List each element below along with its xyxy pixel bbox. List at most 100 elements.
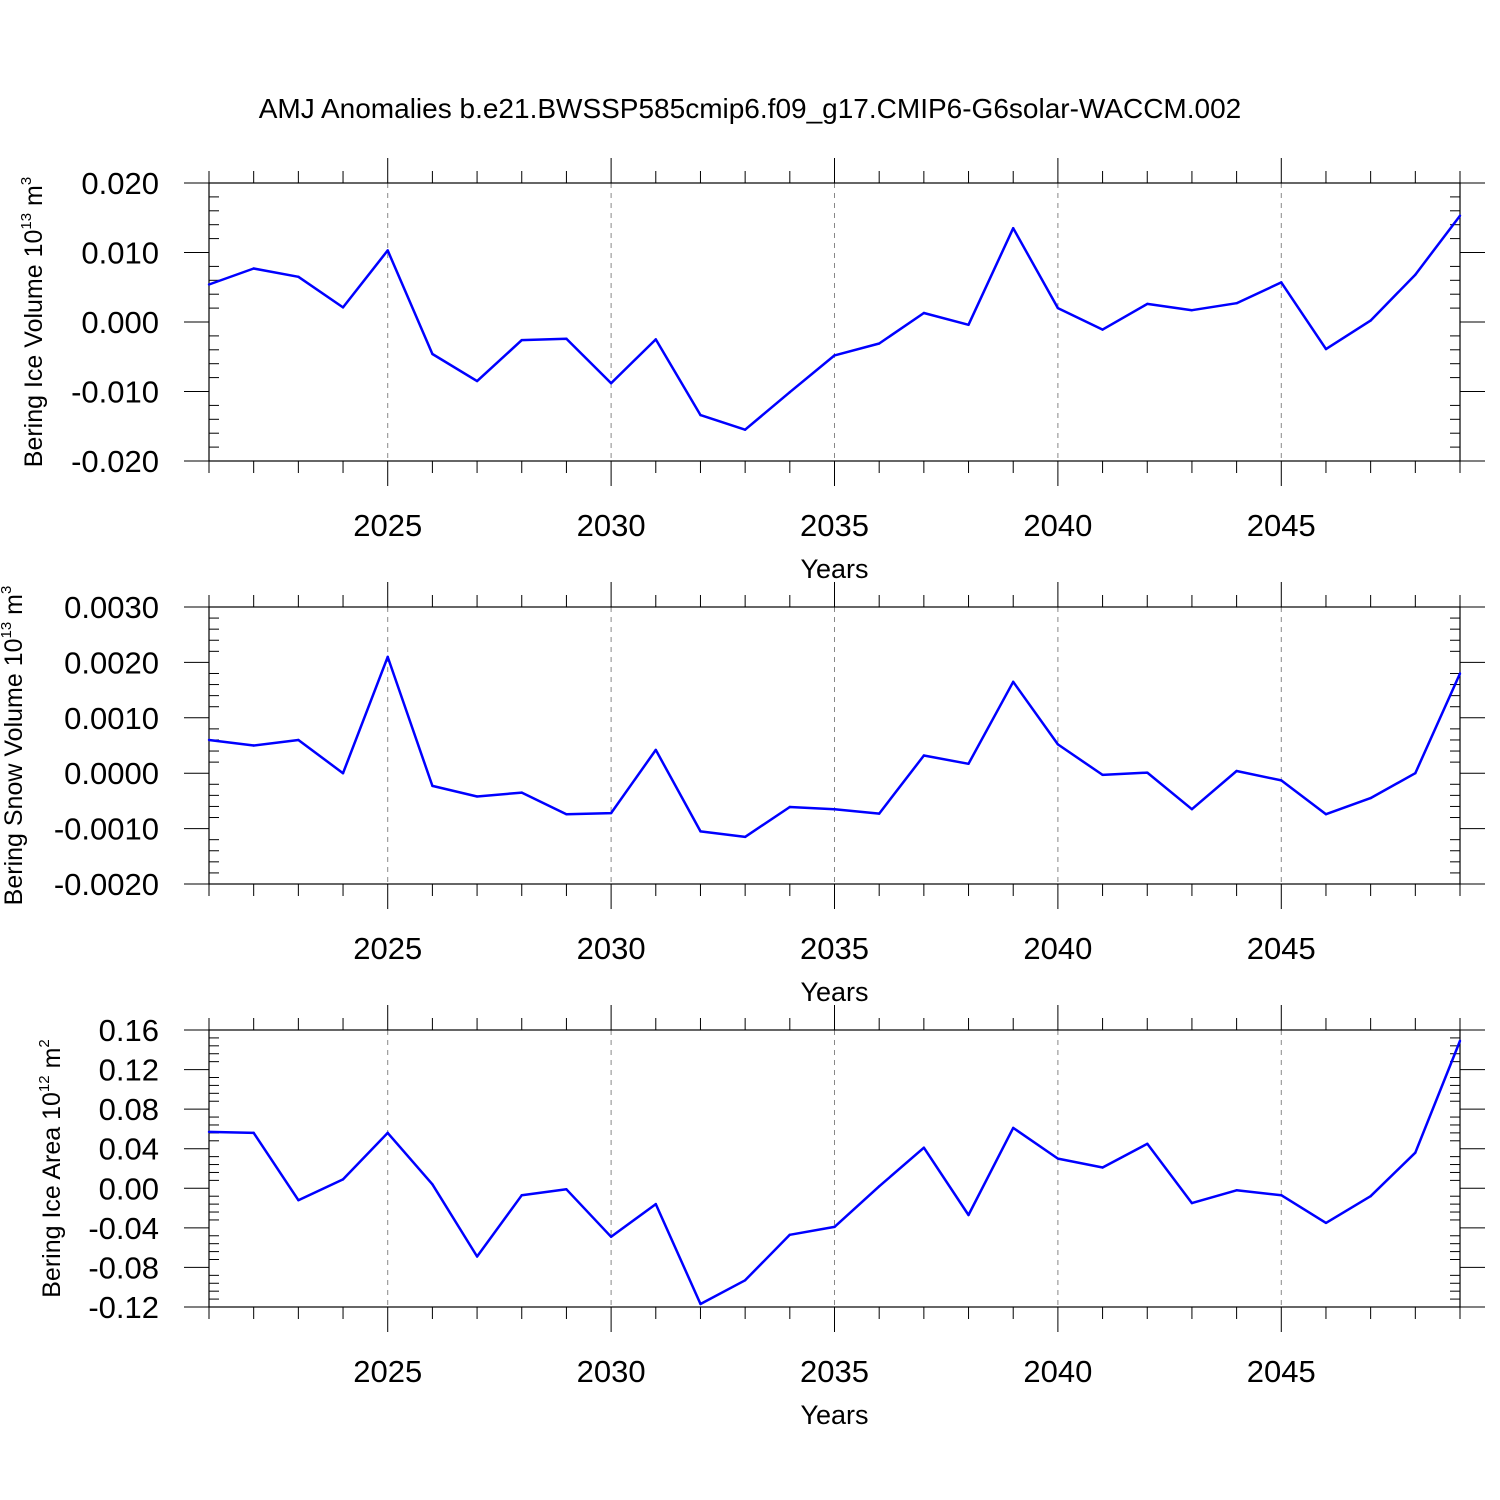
ice-volume-data-point: [1056, 306, 1060, 310]
snow-volume-xtick-label: 2025: [353, 931, 422, 966]
ice-volume-xtick-label: 2045: [1247, 508, 1316, 543]
chart-title: AMJ Anomalies b.e21.BWSSP585cmip6.f09_g1…: [259, 93, 1242, 124]
snow-volume-xlabel: Years: [800, 977, 868, 1007]
ice-area-data-point: [609, 1235, 613, 1238]
ice-volume-data-point: [297, 275, 300, 279]
snow-volume-ytick-label: 0.0010: [64, 701, 159, 736]
ice-volume-data-point: [654, 338, 657, 341]
ice-volume-xtick-label: 2040: [1023, 508, 1092, 543]
ice-volume-xtick-label: 2025: [353, 508, 422, 543]
ice-area-data-point: [475, 1255, 479, 1258]
snow-volume-panel: -0.0020 -0.0010 0.0000 0.0010 0.0020 0.0030 20…: [0, 582, 1485, 1007]
ice-volume-data-point: [1324, 347, 1328, 351]
snow-volume-data-point: [386, 655, 389, 659]
ice-volume-data-point: [967, 323, 970, 326]
ice-volume-data-point: [475, 379, 479, 383]
ice-area-data-point: [1146, 1142, 1149, 1145]
ice-area-ytick-label: -0.08: [88, 1250, 159, 1285]
snow-volume-data-point: [967, 762, 970, 765]
snow-volume-data-point: [1369, 796, 1372, 800]
snow-volume-xtick-label: 2035: [800, 931, 869, 966]
ice-volume-data-point: [520, 338, 523, 342]
ice-volume-ytick-label: 0.010: [81, 236, 159, 271]
snow-volume-data-point: [1458, 672, 1462, 675]
snow-volume-data-point: [1414, 772, 1417, 775]
ice-area-data-point: [743, 1279, 747, 1282]
snow-volume-xtick-label: 2045: [1247, 931, 1316, 966]
snow-volume-ytick-label: 0.0020: [64, 645, 159, 680]
snow-volume-data-point: [1012, 680, 1015, 683]
ice-volume-data-point: [1190, 308, 1194, 312]
ice-volume-xlabel: Years: [800, 554, 868, 584]
snow-volume-data-point: [475, 795, 479, 798]
ice-area-ylabel: Bering Ice Area 1012 m2: [36, 1039, 66, 1298]
snow-volume-data-point: [1056, 743, 1060, 746]
snow-volume-data-point: [877, 812, 881, 815]
ice-volume-data-point: [833, 354, 836, 357]
snow-volume-data-point: [654, 748, 657, 752]
snow-volume-data-point: [922, 754, 926, 757]
ice-area-data-point: [207, 1130, 211, 1134]
ice-volume-data-point: [922, 311, 926, 315]
snow-volume-ytick-label: -0.0020: [54, 867, 159, 902]
ice-volume-data-point: [1146, 302, 1149, 306]
snow-volume-data-point: [207, 738, 211, 742]
ice-volume-ytick-label: 0.000: [81, 305, 159, 340]
ice-area-xtick-label: 2045: [1247, 1354, 1316, 1389]
ice-volume-data-point: [1012, 226, 1015, 230]
ice-area-data-point: [788, 1233, 792, 1236]
ice-area-data-point: [1012, 1126, 1015, 1130]
snow-volume-data-point: [341, 772, 345, 775]
snow-volume-xtick-label: 2030: [577, 931, 646, 966]
ice-area-xlabel: Years: [800, 1400, 868, 1430]
ice-area-ytick-label: 0.12: [99, 1053, 159, 1088]
ice-area-data-point: [654, 1202, 657, 1206]
ice-volume-ytick-label: -0.020: [71, 444, 159, 479]
snow-volume-data-point: [431, 784, 434, 788]
snow-volume-data-point: [1101, 773, 1104, 777]
snow-volume-data-point: [565, 812, 568, 816]
ice-area-data-point: [431, 1183, 434, 1186]
snow-volume-data-point: [1280, 779, 1283, 782]
ice-volume-ylabel: Bering Ice Volume 1013 m3: [18, 177, 48, 467]
ice-area-panel: -0.12 -0.08 -0.04 0.00 0.04 0.08 0.12 0.16 2025 2…: [36, 1005, 1485, 1430]
ice-area-data-point: [1458, 1039, 1462, 1043]
ice-area-ytick-label: 0.00: [99, 1171, 159, 1206]
snow-volume-data-point: [833, 808, 836, 811]
ice-area-data-point: [565, 1188, 568, 1191]
ice-area-xtick-label: 2025: [353, 1354, 422, 1389]
snow-volume-ytick-label: 0.0000: [64, 756, 159, 791]
ice-area-data-point: [252, 1131, 255, 1135]
ice-volume-data-point: [1235, 302, 1238, 305]
snow-volume-data-point: [1324, 812, 1328, 816]
ice-area-data-point: [1235, 1189, 1238, 1192]
ice-area-ytick-label: -0.12: [88, 1290, 159, 1325]
ice-area-data-point: [1280, 1194, 1283, 1197]
ice-area-data-point: [1101, 1166, 1104, 1169]
ice-volume-data-point: [565, 337, 568, 340]
ice-area-ytick-label: -0.04: [88, 1211, 159, 1246]
ice-area-data-point: [699, 1302, 702, 1306]
ice-area-data-point: [1324, 1221, 1328, 1225]
ice-volume-data-point: [609, 381, 613, 385]
ice-volume-data-point: [1414, 273, 1417, 276]
ice-area-data-point: [1414, 1151, 1417, 1154]
ice-volume-xtick-label: 2035: [800, 508, 869, 543]
snow-volume-ylabel: Bering Snow Volume 1013 m3: [0, 586, 28, 906]
ice-area-data-point: [877, 1185, 881, 1188]
ice-volume-data-point: [386, 249, 389, 252]
ice-area-data-point: [1190, 1201, 1194, 1205]
ice-area-data-point: [1369, 1195, 1372, 1198]
ice-area-xtick-label: 2040: [1023, 1354, 1092, 1389]
snow-volume-data-point: [788, 805, 792, 809]
snow-volume-ytick-label: -0.0010: [54, 812, 159, 847]
ice-area-ytick-label: 0.16: [99, 1013, 159, 1048]
ice-area-ytick-label: 0.04: [99, 1132, 159, 1167]
ice-area-data-point: [1056, 1157, 1060, 1160]
snow-volume-xtick-label: 2040: [1023, 931, 1092, 966]
ice-volume-panel: -0.020 -0.010 0.000 0.010 0.020 2025 2030 2035 2…: [18, 158, 1485, 584]
snow-volume-data-point: [743, 835, 747, 839]
snow-volume-data-point: [699, 830, 702, 833]
ice-area-data-point: [833, 1225, 836, 1229]
